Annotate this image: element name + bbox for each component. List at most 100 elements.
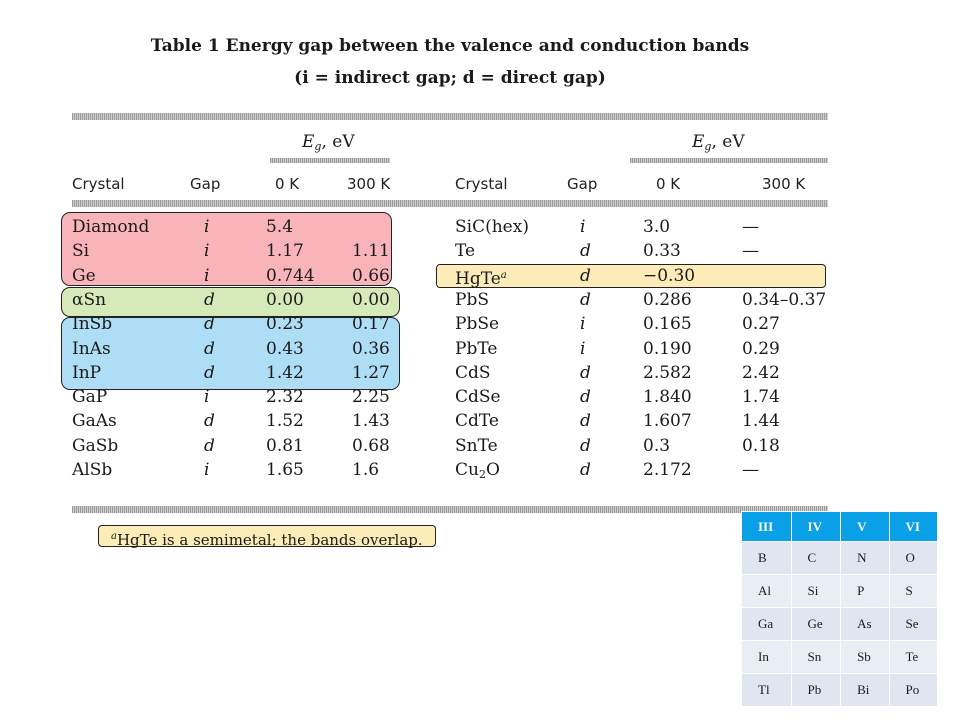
element-cell: O [888,541,939,575]
gap-cell: d [580,363,591,383]
gap-cell: i [204,387,210,407]
gap-cell: d [204,339,215,359]
eg-300k-cell: 0.36 [352,339,390,359]
gap-cell: d [204,290,215,310]
eg-0k-cell: 0.165 [643,314,692,334]
gap-cell: i [580,217,586,237]
periodic-row: Al Si P S [741,574,939,608]
col-header-crystal-right: Crystal [455,175,508,193]
gap-cell: i [204,241,210,261]
col-header-0k-left: 0 K [275,175,300,193]
crystal-cell: PbTe [455,339,498,359]
gap-cell: d [580,436,591,456]
crystal-cell: Si [72,241,90,261]
crystal-base: Cu [455,460,479,480]
eg-0k-cell: 0.744 [266,266,315,286]
crystal-cell: CdSe [455,387,501,407]
crystal-base: HgTe [455,269,501,289]
table-title: Table 1 Energy gap between the valence a… [150,36,750,56]
crystal-cell: AlSb [72,460,113,480]
periodic-row: Tl Pb Bi Po [741,673,939,707]
element-cell: Sn [790,640,842,674]
gap-cell: i [580,314,586,334]
highlight-group-iv-elements [61,212,392,286]
eg-300k-cell: 0.66 [352,266,390,286]
group-header: V [840,511,890,542]
crystal-cell: Diamond [72,217,150,237]
element-cell: In [741,640,792,674]
footnote: aHgTe is a semimetal; the bands overlap. [98,525,436,549]
eg-300k-cell: 0.34–0.37 [742,290,827,310]
element-cell: Sb [840,640,890,674]
crystal-cell: SiC(hex) [455,217,529,237]
col-header-gap-left: Gap [190,175,221,193]
eg-0k-cell: 2.172 [643,460,692,480]
element-cell: B [741,541,792,575]
element-cell: As [840,607,890,641]
eg-300k-cell: 2.42 [742,363,780,383]
gap-cell: d [204,436,215,456]
element-cell: P [840,574,890,608]
highlight-alpha-sn [61,287,400,317]
eg-rule-left [270,158,390,163]
eg-header-right: Eg, eV [692,132,745,153]
crystal-subscript: 2 [478,468,486,481]
eg-0k-cell: 2.582 [643,363,692,383]
eg-300k-cell: 1.74 [742,387,780,407]
eg-300k-cell: 1.43 [352,411,390,431]
element-cell: Po [888,673,939,707]
element-cell: Al [741,574,792,608]
element-cell: Pb [790,673,842,707]
crystal-cell: InSb [72,314,113,334]
periodic-row: B C N O [741,541,939,575]
footnote-marker: a [500,270,507,281]
eg-300k-cell: — [742,241,759,261]
eg-0k-cell: 0.33 [643,241,681,261]
eg-300k-cell: — [742,217,759,237]
gap-cell: d [204,363,215,383]
eg-300k-cell: 0.00 [352,290,390,310]
col-header-300k-left: 300 K [347,175,391,193]
element-cell: C [790,541,842,575]
crystal-cell: InAs [72,339,111,359]
gap-cell: d [580,460,591,480]
table-subtitle: (i = indirect gap; d = direct gap) [294,68,606,88]
eg-300k-cell: 0.29 [742,339,780,359]
crystal-cell: Te [455,241,476,261]
gap-cell: d [580,266,591,286]
gap-cell: d [580,290,591,310]
element-cell: Ga [741,607,792,641]
bottom-rule [72,506,828,513]
element-cell: Si [790,574,842,608]
gap-cell: d [580,411,591,431]
group-header: IV [790,511,842,542]
gap-cell: d [204,411,215,431]
eg-300k-cell: 1.44 [742,411,780,431]
eg-0k-cell: 0.190 [643,339,692,359]
gap-cell: i [204,266,210,286]
element-cell: Tl [741,673,792,707]
crystal-cell: HgTea [455,264,507,291]
eg-0k-cell: 0.81 [266,436,304,456]
crystal-cell: GaSb [72,436,119,456]
gap-cell: i [204,217,210,237]
crystal-cell: CdS [455,363,491,383]
gap-cell: d [580,241,591,261]
eg-0k-cell: 1.42 [266,363,304,383]
gap-cell: i [204,460,210,480]
eg-300k-cell: 0.17 [352,314,390,334]
group-header: VI [888,511,939,542]
crystal-cell: InP [72,363,102,383]
eg-300k-cell: 1.27 [352,363,390,383]
gap-cell: d [580,387,591,407]
highlight-indium-compounds [61,317,400,390]
crystal-cell: CdTe [455,411,499,431]
eg-300k-cell: 0.18 [742,436,780,456]
eg-0k-cell: 2.32 [266,387,304,407]
crystal-cell: GaP [72,387,108,407]
crystal-cell: PbSe [455,314,500,334]
eg-0k-cell: 0.43 [266,339,304,359]
eg-0k-cell: 0.286 [643,290,692,310]
crystal-cell: SnTe [455,436,498,456]
eg-0k-cell: 1.52 [266,411,304,431]
